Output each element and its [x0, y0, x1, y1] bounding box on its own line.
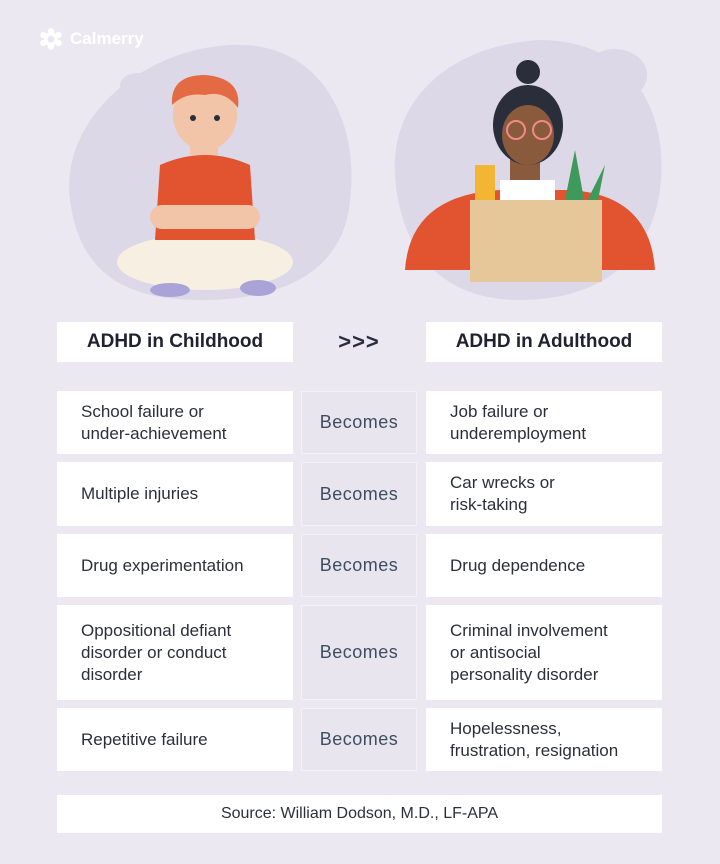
child-cell: Multiple injuries	[57, 462, 293, 526]
adult-cell: Car wrecks or risk-taking	[426, 462, 662, 526]
child-cell: Repetitive failure	[57, 708, 293, 771]
adult-illustration	[394, 40, 662, 300]
flower-gear-icon	[40, 28, 62, 50]
brand-name: Calmerry	[70, 29, 144, 48]
illustration	[69, 40, 662, 301]
becomes-cell: Becomes	[301, 708, 417, 771]
becomes-cell: Becomes	[301, 605, 417, 700]
becomes-cell: Becomes	[301, 391, 417, 454]
adult-cell: Criminal involvement or antisocial perso…	[426, 605, 662, 700]
child-illustration	[69, 44, 352, 301]
adult-cell: Hopelessness, frustration, resignation	[426, 708, 662, 771]
child-cell: Drug experimentation	[57, 534, 293, 597]
adult-cell: Job failure or underemployment	[426, 391, 662, 454]
child-cell: School failure or under-achievement	[57, 391, 293, 454]
source-citation: Source: William Dodson, M.D., LF-APA	[57, 795, 662, 833]
child-cell: Oppositional defiant disorder or conduct…	[57, 605, 293, 700]
childhood-header: ADHD in Childhood	[57, 322, 293, 362]
adult-cell: Drug dependence	[426, 534, 662, 597]
brand-logo: Calmerry	[40, 28, 144, 50]
adulthood-header: ADHD in Adulthood	[426, 322, 662, 362]
becomes-cell: Becomes	[301, 462, 417, 526]
arrows-icon: >>>	[338, 329, 380, 354]
becomes-cell: Becomes	[301, 534, 417, 597]
